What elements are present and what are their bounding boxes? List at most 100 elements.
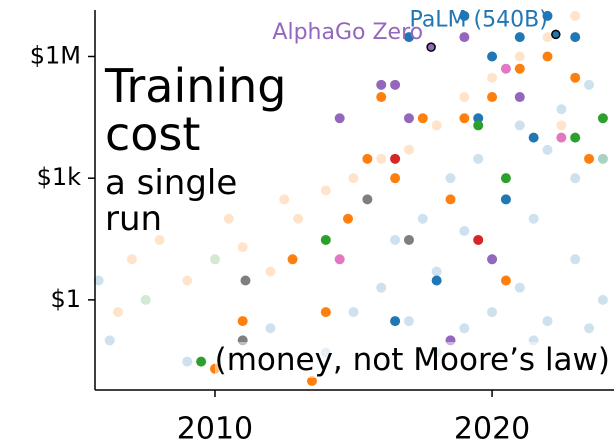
point	[542, 316, 553, 327]
point	[390, 79, 401, 90]
point	[417, 113, 428, 124]
chart-note: (money, not Moore’s law)	[214, 342, 610, 378]
point	[112, 307, 123, 318]
point	[473, 120, 484, 131]
annotated-point	[551, 29, 561, 40]
point	[500, 194, 511, 205]
x-tick-label: 2010	[177, 412, 253, 447]
point	[487, 51, 498, 62]
point	[528, 132, 539, 143]
point	[320, 185, 331, 196]
point	[223, 213, 234, 224]
point	[376, 92, 387, 103]
point	[487, 307, 498, 318]
point	[403, 234, 414, 245]
point	[459, 32, 470, 43]
point	[445, 173, 456, 184]
point	[500, 63, 511, 74]
point	[459, 10, 470, 21]
point	[306, 376, 317, 387]
point	[500, 173, 511, 184]
point	[459, 225, 470, 236]
point	[182, 275, 193, 286]
point	[431, 266, 442, 277]
point	[514, 63, 525, 74]
point	[570, 10, 581, 21]
point	[570, 132, 581, 143]
point	[570, 173, 581, 184]
point	[556, 132, 567, 143]
point	[570, 32, 581, 43]
point	[362, 194, 373, 205]
point	[542, 144, 553, 155]
chart-title: Training cost	[105, 59, 287, 161]
point	[209, 254, 220, 265]
point	[390, 173, 401, 184]
point	[376, 153, 387, 164]
point	[348, 173, 359, 184]
point	[390, 153, 401, 164]
point	[597, 113, 608, 124]
point	[597, 153, 608, 164]
point	[584, 153, 595, 164]
point	[487, 254, 498, 265]
y-tick-label: $1	[50, 285, 81, 313]
point	[514, 120, 525, 131]
annotation: PaLM (540B)	[410, 7, 548, 32]
point	[154, 234, 165, 245]
point	[237, 242, 248, 253]
point	[473, 153, 484, 164]
point	[182, 356, 193, 367]
point	[342, 213, 353, 224]
point	[597, 294, 608, 305]
point	[473, 234, 484, 245]
point	[514, 32, 525, 43]
point	[459, 92, 470, 103]
point	[390, 316, 401, 327]
point	[514, 282, 525, 293]
point	[376, 282, 387, 293]
point	[140, 294, 151, 305]
point	[287, 254, 298, 265]
point	[334, 113, 345, 124]
point	[403, 32, 414, 43]
point	[542, 32, 553, 43]
point	[542, 51, 553, 62]
point	[265, 323, 276, 334]
point	[93, 275, 104, 286]
point	[487, 72, 498, 83]
point	[320, 234, 331, 245]
point	[390, 234, 401, 245]
point	[556, 120, 567, 131]
point	[265, 266, 276, 277]
point	[279, 194, 290, 205]
point	[570, 254, 581, 265]
point	[597, 153, 608, 164]
x-tick-label: 2020	[454, 412, 530, 447]
point	[445, 194, 456, 205]
point	[459, 323, 470, 334]
point	[431, 275, 442, 286]
point	[348, 307, 359, 318]
point	[104, 335, 115, 346]
point	[473, 113, 484, 124]
point	[556, 104, 567, 115]
point	[459, 113, 470, 124]
point	[500, 275, 511, 286]
point	[196, 356, 207, 367]
point	[584, 79, 595, 90]
point	[237, 316, 248, 327]
point	[403, 144, 414, 155]
point	[431, 120, 442, 131]
point	[403, 113, 414, 124]
point	[240, 275, 251, 286]
point	[376, 79, 387, 90]
point	[584, 323, 595, 334]
point	[293, 213, 304, 224]
point	[126, 254, 137, 265]
point	[320, 307, 331, 318]
y-tick-label: $1M	[30, 41, 81, 69]
point	[528, 213, 539, 224]
